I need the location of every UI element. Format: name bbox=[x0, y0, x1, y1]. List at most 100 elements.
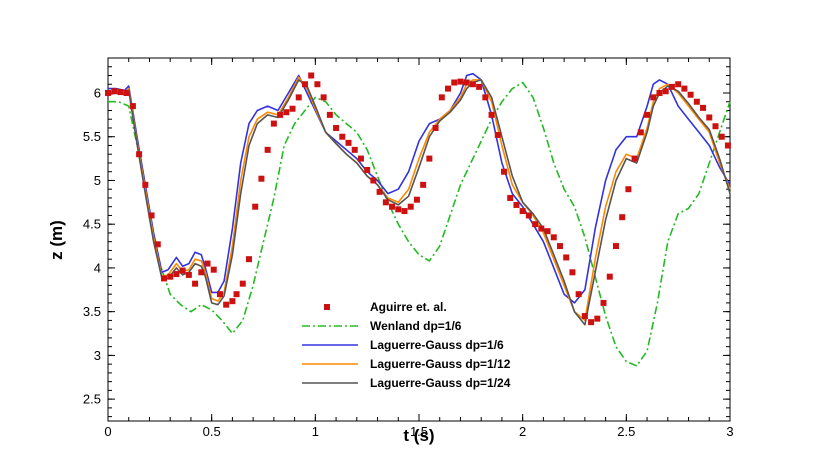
legend: Aguirre et. al. Wenland dp=1/6 Laguerre-Ga… bbox=[302, 300, 511, 390]
data-point-aguirre bbox=[600, 299, 607, 306]
data-point-aguirre bbox=[198, 269, 205, 276]
data-point-aguirre bbox=[675, 81, 682, 88]
data-point-aguirre bbox=[575, 291, 582, 298]
data-point-aguirre bbox=[563, 254, 570, 261]
data-point-aguirre bbox=[223, 301, 230, 308]
x-axis: 0 0.5 1 1.5 2 2.5 3 bbox=[104, 58, 734, 439]
series-line-laguerre-gauss-dp-1-24 bbox=[107, 79, 731, 326]
data-point-aguirre bbox=[364, 166, 371, 173]
data-point-aguirre bbox=[656, 89, 663, 96]
data-point-aguirre bbox=[382, 199, 389, 206]
legend-label: Laguerre-Gauss dp=1/12 bbox=[370, 357, 511, 371]
data-point-aguirre bbox=[426, 155, 433, 162]
data-point-aguirre bbox=[264, 146, 271, 153]
data-point-aguirre bbox=[650, 94, 657, 101]
data-point-aguirre bbox=[326, 111, 333, 118]
y-tick-label: 5 bbox=[94, 173, 101, 188]
data-point-aguirre bbox=[401, 208, 408, 215]
data-point-aguirre bbox=[216, 291, 223, 298]
y-tick-label: 3.5 bbox=[83, 304, 101, 319]
data-point-aguirre bbox=[357, 155, 364, 162]
data-point-aguirre bbox=[407, 203, 414, 210]
data-point-aguirre bbox=[192, 280, 199, 287]
data-point-aguirre bbox=[525, 212, 532, 219]
data-point-aguirre bbox=[333, 124, 340, 131]
series-layer bbox=[105, 72, 731, 367]
data-point-aguirre bbox=[148, 212, 155, 219]
data-point-aguirre bbox=[117, 89, 124, 96]
data-point-aguirre bbox=[301, 81, 308, 88]
data-point-aguirre bbox=[706, 114, 713, 121]
legend-swatch bbox=[324, 304, 330, 310]
data-point-aguirre bbox=[179, 267, 186, 274]
data-point-aguirre bbox=[501, 168, 508, 175]
data-point-aguirre bbox=[550, 234, 557, 241]
x-tick-label: 1 bbox=[312, 424, 319, 439]
x-tick-label: 0.5 bbox=[203, 424, 221, 439]
x-tick-label: 2 bbox=[519, 424, 526, 439]
data-point-aguirre bbox=[588, 319, 595, 326]
data-point-aguirre bbox=[123, 89, 130, 96]
data-point-aguirre bbox=[700, 104, 707, 111]
data-point-aguirre bbox=[619, 214, 626, 221]
legend-label: Wenland dp=1/6 bbox=[370, 319, 462, 333]
data-point-aguirre bbox=[204, 260, 211, 267]
series-line-laguerre-gauss-dp-1-12 bbox=[107, 76, 731, 322]
data-point-aguirre bbox=[718, 133, 725, 140]
data-point-aguirre bbox=[105, 89, 111, 96]
data-point-aguirre bbox=[625, 186, 632, 193]
data-point-aguirre bbox=[637, 129, 644, 136]
data-point-aguirre bbox=[320, 94, 327, 101]
data-point-aguirre bbox=[556, 243, 563, 250]
data-point-aguirre bbox=[693, 98, 700, 105]
data-point-aguirre bbox=[606, 273, 613, 280]
legend-label: Laguerre-Gauss dp=1/24 bbox=[370, 376, 511, 390]
y-tick-label: 5.5 bbox=[83, 129, 101, 144]
data-point-aguirre bbox=[376, 188, 383, 195]
data-point-aguirre bbox=[129, 103, 136, 110]
x-tick-label: 0 bbox=[104, 424, 111, 439]
data-point-aguirre bbox=[233, 291, 240, 298]
data-point-aguirre bbox=[345, 139, 352, 146]
data-point-aguirre bbox=[687, 91, 694, 98]
data-point-aguirre bbox=[308, 72, 315, 79]
data-point-aguirre bbox=[681, 85, 688, 92]
data-point-aguirre bbox=[420, 181, 427, 188]
data-point-aguirre bbox=[494, 131, 501, 138]
data-point-aguirre bbox=[457, 78, 464, 85]
data-point-aguirre bbox=[724, 142, 731, 149]
data-point-aguirre bbox=[283, 109, 290, 116]
data-point-aguirre bbox=[142, 181, 149, 188]
data-point-aguirre bbox=[451, 79, 458, 86]
data-point-aguirre bbox=[389, 203, 396, 210]
y-tick-label: 2.5 bbox=[83, 392, 101, 407]
data-point-aguirre bbox=[351, 146, 358, 153]
data-point-aguirre bbox=[476, 83, 483, 90]
data-point-aguirre bbox=[612, 243, 619, 250]
data-point-aguirre bbox=[513, 201, 520, 208]
y-tick-label: 4 bbox=[94, 260, 101, 275]
data-point-aguirre bbox=[111, 88, 118, 95]
data-point-aguirre bbox=[438, 94, 445, 101]
data-point-aguirre bbox=[395, 206, 402, 213]
data-point-aguirre bbox=[538, 225, 545, 232]
data-point-aguirre bbox=[239, 280, 246, 287]
y-tick-label: 4.5 bbox=[83, 217, 101, 232]
legend-label: Aguirre et. al. bbox=[370, 300, 447, 314]
x-axis-title: t (s) bbox=[403, 426, 434, 445]
data-point-aguirre bbox=[339, 133, 346, 140]
data-point-aguirre bbox=[295, 94, 302, 101]
data-point-aguirre bbox=[370, 177, 377, 184]
data-point-aguirre bbox=[245, 256, 252, 263]
y-axis-title: z (m) bbox=[47, 220, 66, 260]
x-tick-label: 1.5 bbox=[410, 424, 428, 439]
data-point-aguirre bbox=[432, 124, 439, 131]
data-point-aguirre bbox=[662, 88, 669, 95]
data-point-aguirre bbox=[413, 196, 420, 203]
series-line-laguerre-gauss-dp-1-6 bbox=[108, 72, 731, 304]
data-point-aguirre bbox=[160, 275, 167, 282]
data-point-aguirre bbox=[270, 120, 277, 127]
data-point-aguirre bbox=[644, 111, 651, 118]
data-point-aguirre bbox=[463, 79, 470, 86]
